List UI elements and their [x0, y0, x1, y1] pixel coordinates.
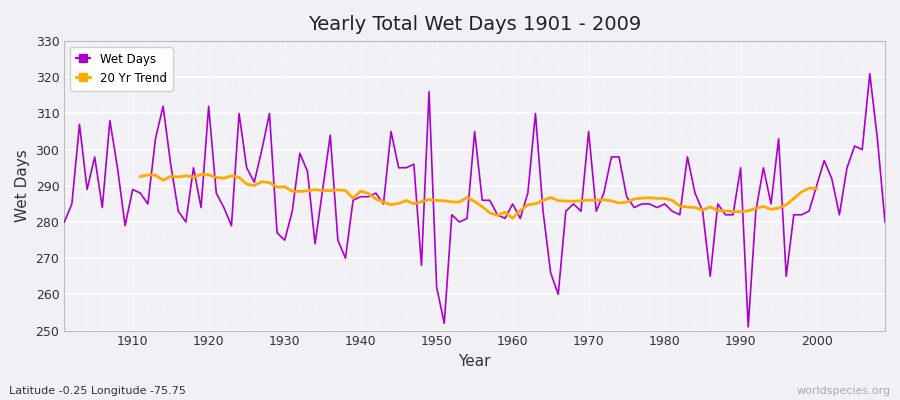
Title: Yearly Total Wet Days 1901 - 2009: Yearly Total Wet Days 1901 - 2009 [308, 15, 642, 34]
Text: worldspecies.org: worldspecies.org [796, 386, 891, 396]
Text: Latitude -0.25 Longitude -75.75: Latitude -0.25 Longitude -75.75 [9, 386, 186, 396]
Legend: Wet Days, 20 Yr Trend: Wet Days, 20 Yr Trend [70, 47, 173, 91]
X-axis label: Year: Year [458, 354, 491, 369]
Y-axis label: Wet Days: Wet Days [15, 150, 30, 222]
